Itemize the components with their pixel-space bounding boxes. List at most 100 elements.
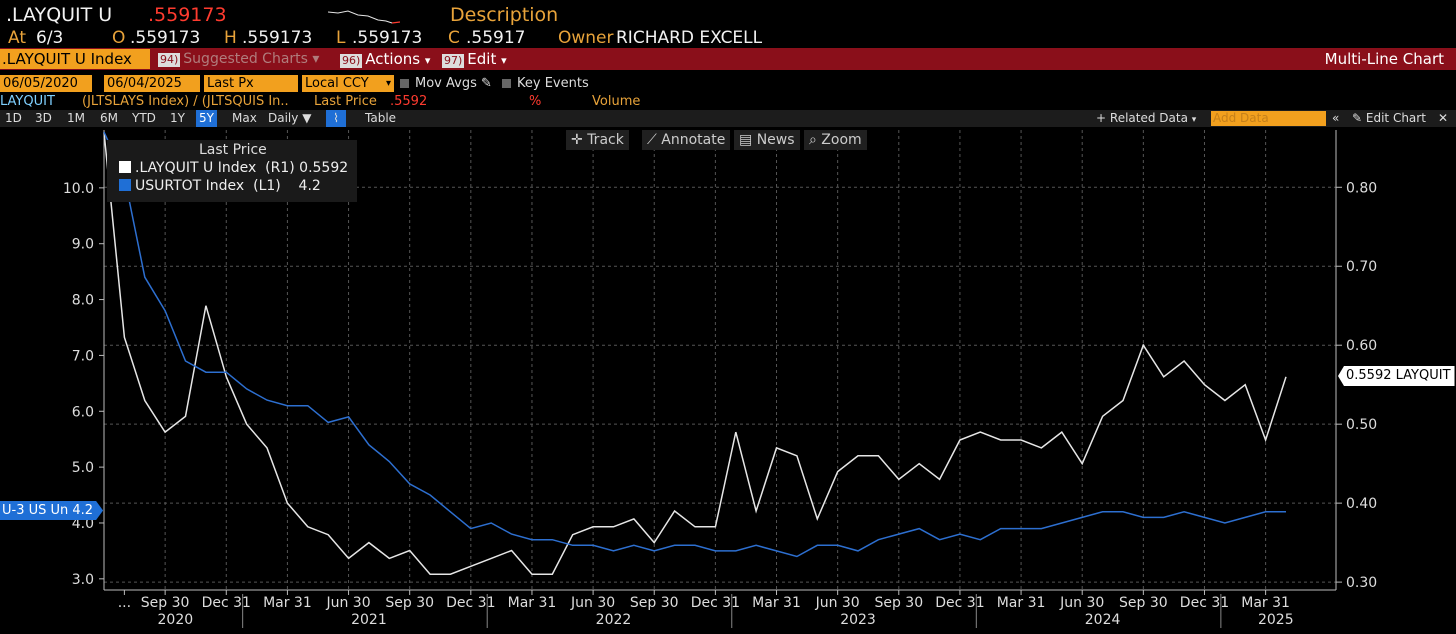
- x-tick-label: Dec 31: [1180, 595, 1229, 611]
- x-tick-label: Jun 30: [325, 595, 370, 611]
- collapse-icon[interactable]: «: [1332, 111, 1340, 125]
- left-tick-label: 10.0: [63, 181, 94, 197]
- end-date-field[interactable]: 06/04/2025: [104, 75, 200, 92]
- period-5y[interactable]: 5Y: [196, 110, 217, 127]
- checkbox-icon: [400, 79, 409, 88]
- security-tab[interactable]: .LAYQUIT U Index: [0, 49, 150, 69]
- period-3d[interactable]: 3D: [35, 111, 52, 125]
- x-tick-label: Dec 31: [446, 595, 495, 611]
- news-button[interactable]: ▤ News: [734, 130, 800, 150]
- left-axis: 3.04.05.06.07.08.09.010.0: [63, 130, 105, 590]
- unemployment-series-line: [103, 131, 1286, 558]
- chart-grid: [104, 130, 1336, 590]
- right-tick-label: 0.40: [1346, 496, 1377, 512]
- last-value: .559173: [148, 4, 227, 26]
- x-tick-label: Jun 30: [570, 595, 615, 611]
- at-label: At: [8, 28, 26, 48]
- year-label: 2022: [596, 612, 632, 628]
- zoom-label: Zoom: [821, 132, 862, 148]
- news-icon: ▤: [739, 132, 753, 148]
- suggested-num: 94): [158, 53, 181, 67]
- frequency-select[interactable]: Daily ▼: [268, 110, 311, 127]
- chevron-down-icon: ▾: [385, 78, 391, 89]
- x-tick-label: ...: [118, 595, 131, 611]
- x-tick-label: Dec 31: [691, 595, 740, 611]
- field-select[interactable]: Last Px: [204, 75, 298, 92]
- period-6m[interactable]: 6M: [100, 111, 118, 125]
- actions-button[interactable]: 96) Actions ▾: [340, 49, 430, 69]
- plus-icon: +: [1096, 111, 1107, 125]
- description-label[interactable]: Description: [450, 4, 559, 26]
- magnifier-icon: ⌕: [809, 132, 817, 148]
- period-1d[interactable]: 1D: [5, 111, 22, 125]
- track-label: Track: [587, 132, 624, 148]
- end-date-value: 06/04/2025: [107, 76, 182, 91]
- left-tick-label: 9.0: [72, 237, 94, 253]
- close-icon[interactable]: ✕: [1438, 111, 1449, 125]
- right-tick-label: 0.50: [1346, 417, 1377, 433]
- series-name: LAYQUIT: [0, 94, 55, 109]
- crosshair-icon: ✛: [571, 132, 583, 148]
- chart-legend: Last Price .LAYQUIT U Index (R1) 0.5592 …: [107, 140, 357, 202]
- period-1y[interactable]: 1Y: [170, 111, 185, 125]
- edit-button[interactable]: 97) Edit ▾: [442, 49, 507, 69]
- add-data-input[interactable]: Add Data: [1211, 111, 1326, 126]
- zoom-button[interactable]: ⌕ Zoom: [804, 130, 867, 150]
- related-data-button[interactable]: + Related Data ▾: [1096, 110, 1196, 127]
- start-date-field[interactable]: 06/05/2020: [0, 75, 92, 92]
- x-tick-label: Mar 31: [263, 595, 312, 611]
- x-tick-label: Sep 30: [141, 595, 190, 611]
- mov-avgs-toggle[interactable]: Mov Avgs ✎: [400, 76, 492, 91]
- high-value: .559173: [242, 28, 313, 48]
- pencil-icon: ✎: [481, 76, 492, 91]
- legend-blue-label: USURTOT Index (L1) 4.2: [135, 178, 321, 194]
- x-tick-label: Dec 31: [202, 595, 251, 611]
- chart-type-label: Multi-Line Chart: [1324, 50, 1444, 68]
- owner-name: RICHARD EXCELL: [616, 28, 763, 48]
- chevron-down-icon: ▼: [302, 111, 312, 125]
- annotate-button[interactable]: ⟋ Annotate: [642, 130, 731, 150]
- edit-chart-button[interactable]: ✎ Edit Chart: [1352, 110, 1426, 127]
- x-tick-label: Dec 31: [935, 595, 984, 611]
- series-formula: (JLTSLAYS Index) / (JLTSQUIS In..: [82, 94, 289, 109]
- left-value-tag: U-3 US Un 4.2: [0, 501, 103, 520]
- currency-select[interactable]: Local CCY ▾: [302, 75, 394, 92]
- period-1m[interactable]: 1M: [67, 111, 85, 125]
- legend-swatch-blue: [119, 179, 131, 191]
- edit-chart-label: Edit Chart: [1365, 111, 1426, 125]
- period-ytd[interactable]: YTD: [132, 111, 156, 125]
- key-events-toggle[interactable]: Key Events: [502, 76, 589, 91]
- actions-label: Actions: [365, 50, 421, 68]
- open-label: O: [112, 28, 126, 48]
- last-price-label: Last Price: [314, 94, 377, 109]
- key-events-label: Key Events: [517, 76, 589, 91]
- left-tick-label: 3.0: [72, 572, 94, 588]
- chevron-down-icon: ▾: [312, 51, 320, 67]
- open-value: .559173: [130, 28, 201, 48]
- related-data-label: Related Data: [1109, 111, 1188, 125]
- layquit-series-line: [103, 131, 1287, 575]
- right-tick-label: 0.30: [1346, 575, 1377, 591]
- high-label: H: [224, 28, 237, 48]
- menu-bar: [0, 48, 1456, 70]
- line-chart-icon[interactable]: ⌇: [326, 110, 346, 127]
- mov-avgs-label: Mov Avgs: [415, 76, 477, 91]
- legend-white-label: .LAYQUIT U Index (R1) 0.5592: [135, 160, 349, 176]
- edit-label: Edit: [467, 50, 497, 68]
- year-label: 2025: [1258, 612, 1294, 628]
- suggested-charts-button[interactable]: 94) Suggested Charts ▾: [158, 49, 319, 69]
- pencil-icon: ✎: [1352, 111, 1363, 125]
- period-max[interactable]: Max: [232, 111, 257, 125]
- time-bar: [0, 110, 1456, 127]
- annotate-label: Annotate: [661, 132, 726, 148]
- x-tick-label: Mar 31: [508, 595, 557, 611]
- actions-num: 96): [340, 54, 363, 68]
- left-tick-label: 6.0: [72, 404, 94, 420]
- table-button[interactable]: Table: [365, 111, 397, 125]
- x-tick-label: Sep 30: [874, 595, 923, 611]
- series-lines: [103, 131, 1287, 575]
- track-button[interactable]: ✛ Track: [566, 130, 629, 150]
- left-tick-label: 5.0: [72, 460, 94, 476]
- owner-label: Owner: [558, 28, 614, 48]
